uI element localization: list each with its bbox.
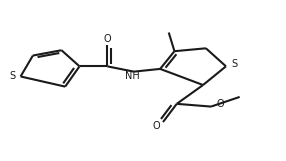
Text: S: S <box>231 59 237 69</box>
Text: O: O <box>104 34 111 44</box>
Text: NH: NH <box>125 71 140 81</box>
Text: O: O <box>217 99 224 109</box>
Text: O: O <box>152 121 160 131</box>
Text: S: S <box>9 71 16 81</box>
